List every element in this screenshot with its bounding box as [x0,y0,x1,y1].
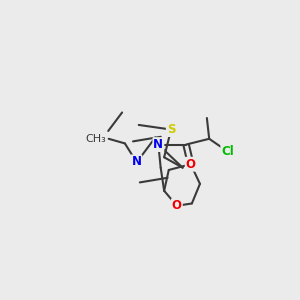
Text: N: N [153,138,164,151]
Text: S: S [167,123,175,136]
Text: Cl: Cl [221,145,234,158]
Text: O: O [172,199,182,212]
Text: CH₃: CH₃ [85,134,106,144]
Text: O: O [186,158,196,171]
Text: N: N [131,155,141,168]
